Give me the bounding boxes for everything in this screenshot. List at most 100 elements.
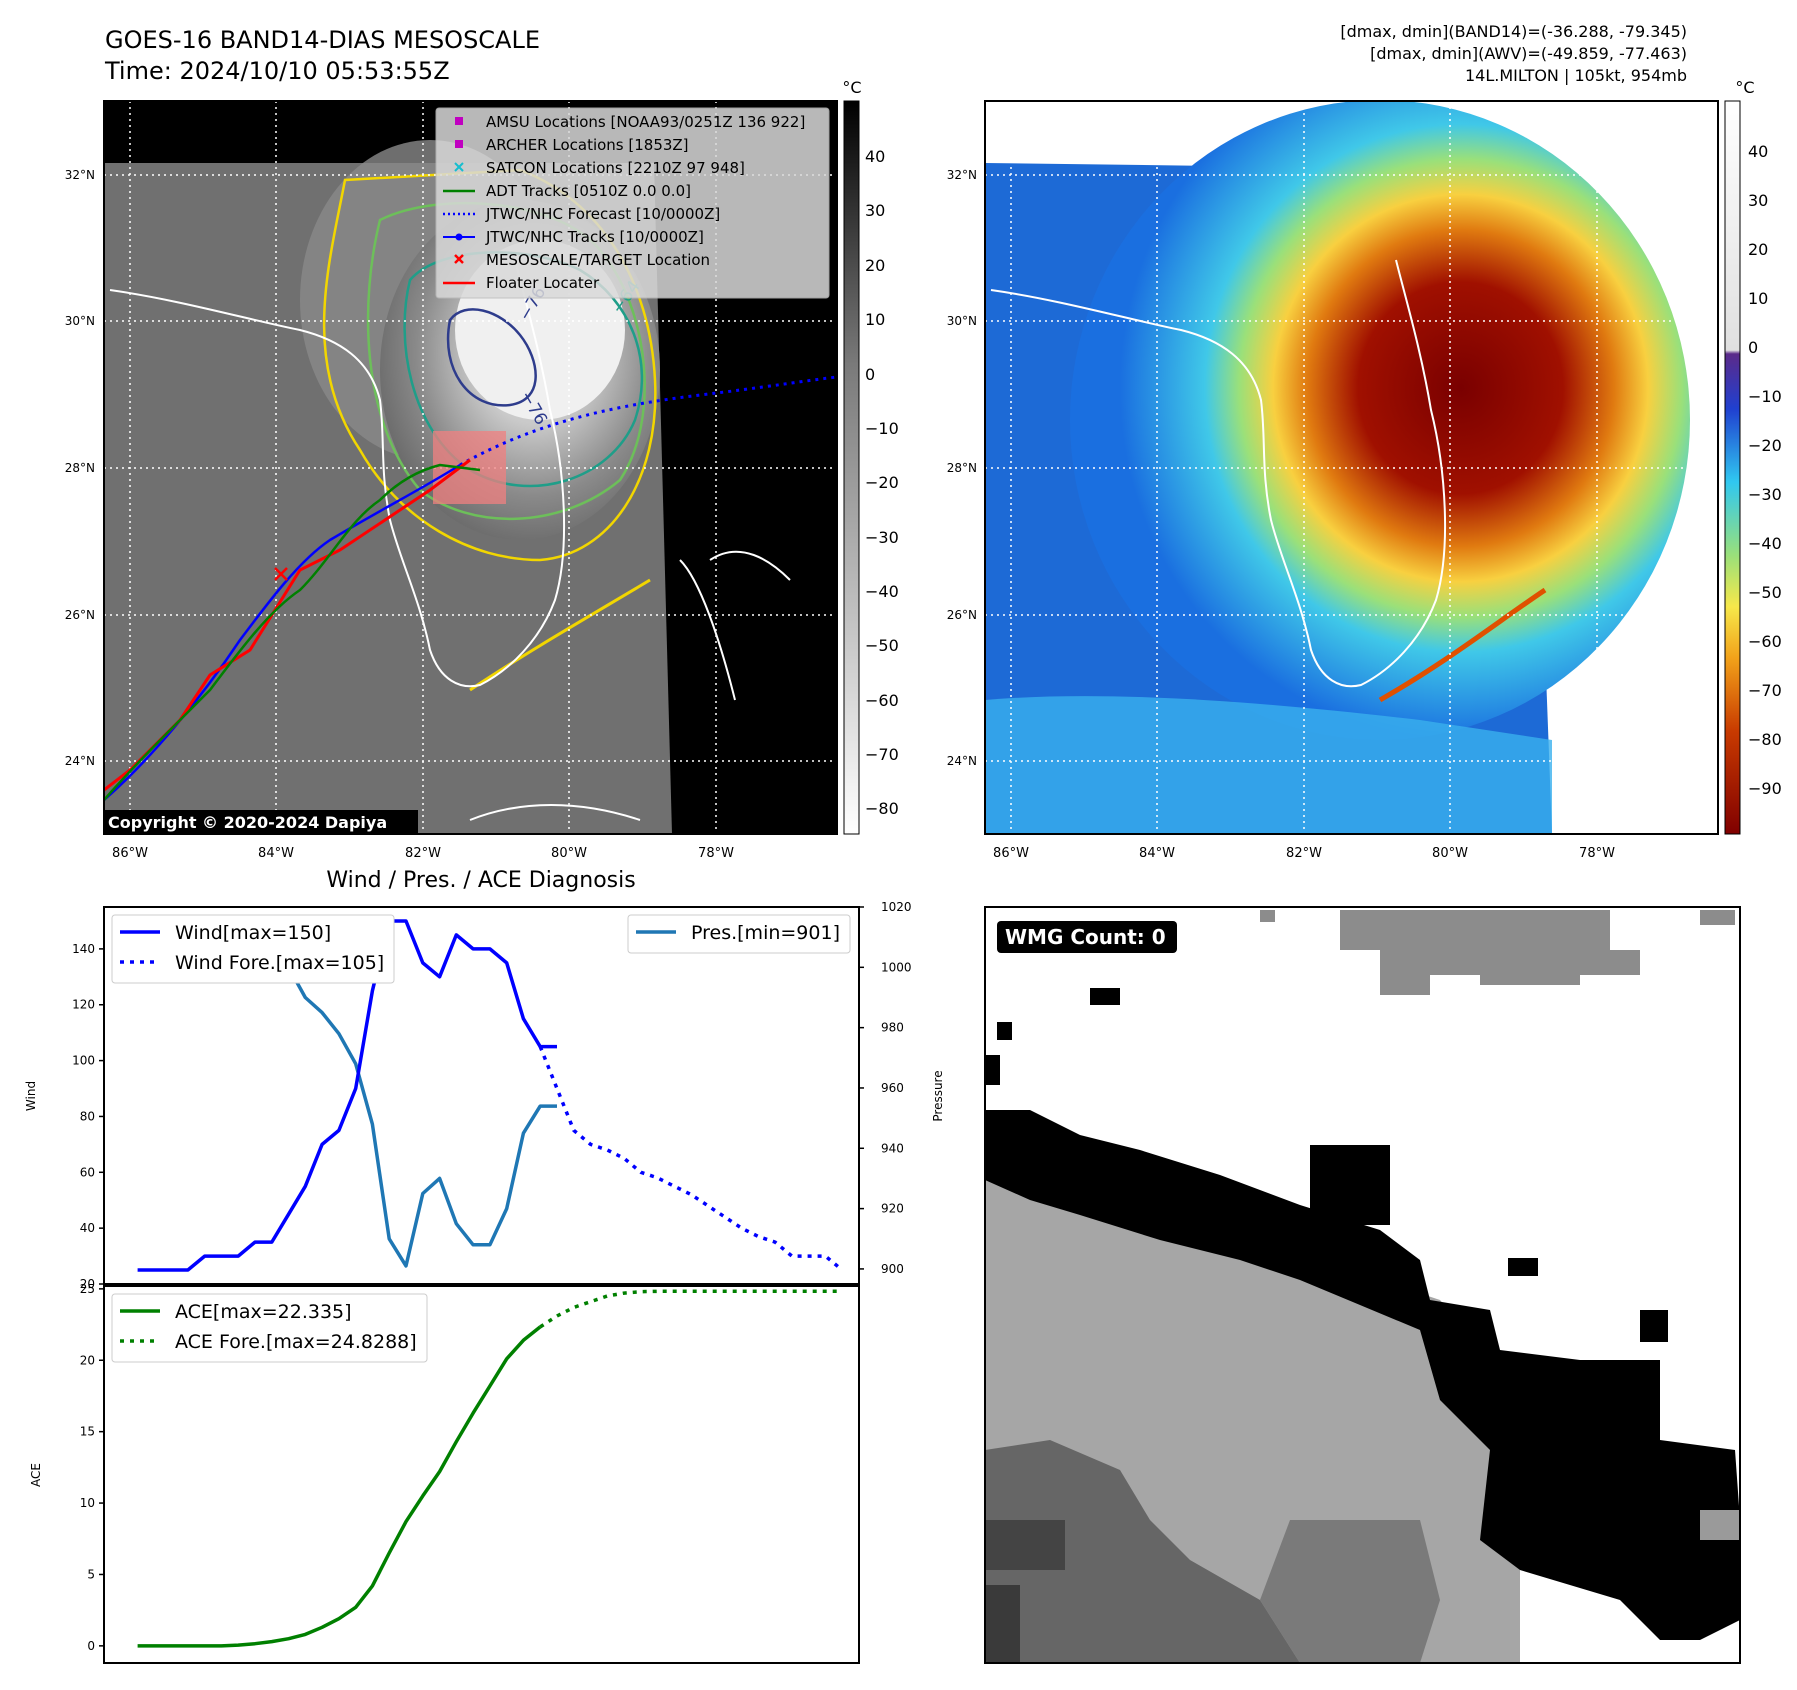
wind-legend-label: Wind[max=150]: [175, 922, 331, 944]
legend-archer: ARCHER Locations [1853Z]: [486, 136, 689, 154]
awv-cb-unit: °C: [1735, 78, 1754, 97]
pressure-legend-label: Pres.[min=901]: [691, 922, 840, 944]
band14-colorbar: [843, 100, 860, 835]
wind-axis-tick-label: 40: [80, 1221, 95, 1235]
target-x-icon: [454, 254, 464, 264]
lat-label-30-left: 30°N: [65, 314, 95, 328]
lon-label-84-right: 84°W: [1139, 846, 1175, 861]
band14-cb-tick-m70: −70: [865, 745, 899, 764]
ace-ylabel: ACE: [29, 1463, 43, 1487]
storm-info-text: 14L.MILTON | 105kt, 954mb: [1464, 66, 1687, 85]
lon-label-80-right: 80°W: [1432, 846, 1468, 861]
wmg-label-box: [997, 921, 1177, 953]
lon-label-86-right: 86°W: [993, 846, 1029, 861]
awv-map-panel: [985, 101, 1718, 834]
contour-label-2: −64: [608, 277, 645, 318]
legend-tracks: JTWC/NHC Tracks [10/0000Z]: [485, 228, 704, 246]
pressure-legend: Pres.[min=901]: [627, 914, 851, 954]
lat-label-26-right: 26°N: [947, 608, 977, 622]
awv-cb-tick-0: 0: [1748, 338, 1758, 357]
awv-coastline-florida: [990, 259, 1447, 688]
pressure-axis-tick-label: 920: [881, 1202, 904, 1216]
wmg-dark-gray-region: [985, 1440, 1300, 1663]
ace-axis-tick-label: 10: [80, 1496, 95, 1510]
pressure-axis-tick-label: 1000: [881, 960, 912, 974]
lat-label-24-left: 24°N: [65, 754, 95, 768]
contour-yellow-band: [469, 578, 651, 692]
band14-cb-tick-m10: −10: [865, 419, 899, 438]
contour-navy: [446, 308, 537, 407]
ace-axis-tick-label: 5: [87, 1567, 95, 1581]
coastline-florida: [109, 259, 566, 688]
awv-cb-tick-10: 10: [1748, 289, 1768, 308]
wind-axis-tick-label: 140: [72, 942, 95, 956]
awv-cb-tick-m40: −40: [1748, 534, 1782, 553]
awv-cb-tick-m30: −30: [1748, 485, 1782, 504]
lat-label-24-right: 24°N: [947, 754, 977, 768]
ace-legend-label: ACE[max=22.335]: [175, 1301, 352, 1323]
adt-track: [104, 463, 481, 801]
lon-label-86-left: 86°W: [112, 846, 148, 861]
awv-colorbar: [1724, 100, 1741, 835]
band14-cb-tick-m50: −50: [865, 636, 899, 655]
wind-pressure-chart: 20 40 60 80 100 120 140 900 920 940 960 980 1000 102…: [24, 900, 945, 1291]
figure-title: GOES-16 BAND14-DIAS MESOSCALE: [105, 26, 541, 54]
floater-track: [104, 458, 471, 792]
band14-cb-tick-m60: −60: [865, 691, 899, 710]
band14-cb-tick-10: 10: [865, 310, 885, 329]
dmax-awv-text: [dmax, dmin](AWV)=(-49.859, -77.463): [1370, 44, 1687, 63]
wmg-panel: [985, 907, 1740, 1663]
lon-label-80-left: 80°W: [551, 846, 587, 861]
wmg-gray-top: [1340, 910, 1640, 995]
ace-chart: 0 5 10 15 20 25 ACE: [29, 1282, 860, 1664]
pressure-axis-tick-label: 980: [881, 1021, 904, 1035]
lat-label-28-right: 28°N: [947, 461, 977, 475]
wind-axis-tick-label: 120: [72, 998, 95, 1012]
awv-cb-tick-m60: −60: [1748, 632, 1782, 651]
wind-legend: Wind[max=150] Wind Fore.[max=105]: [111, 914, 395, 984]
lon-label-78-left: 78°W: [698, 846, 734, 861]
awv-cb-tick-m50: −50: [1748, 583, 1782, 602]
lon-label-84-left: 84°W: [258, 846, 294, 861]
lat-label-32-right: 32°N: [947, 168, 977, 182]
map-legend: AMSU Locations [NOAA93/0251Z 136 922] AR…: [435, 107, 830, 299]
legend-satcon: SATCON Locations [2210Z 97 948]: [486, 159, 745, 177]
dmax-band14-text: [dmax, dmin](BAND14)=(-36.288, -79.345): [1340, 22, 1687, 41]
ace-axis-tick-label: 15: [80, 1425, 95, 1439]
band14-cb-tick-40: 40: [865, 147, 885, 166]
ace-legend: ACE[max=22.335] ACE Fore.[max=24.8288]: [111, 1293, 428, 1363]
jtwc-track: [104, 463, 461, 801]
awv-cb-tick-m20: −20: [1748, 436, 1782, 455]
lat-label-32-left: 32°N: [65, 168, 95, 182]
band14-image-swath: [104, 163, 672, 834]
awv-cb-tick-m80: −80: [1748, 730, 1782, 749]
pressure-axis-tick-label: 940: [881, 1141, 904, 1155]
legend-forecast: JTWC/NHC Forecast [10/0000Z]: [485, 205, 720, 223]
wind-ylabel: Wind: [24, 1081, 38, 1111]
lon-label-82-right: 82°W: [1286, 846, 1322, 861]
awv-cb-tick-m90: −90: [1748, 779, 1782, 798]
ace-fore-legend-label: ACE Fore.[max=24.8288]: [175, 1331, 417, 1353]
wind-fore-legend-label: Wind Fore.[max=105]: [175, 952, 384, 974]
figure-time: Time: 2024/10/10 05:53:55Z: [105, 57, 450, 85]
jtwc-forecast-track: [459, 375, 837, 467]
legend-floater: Floater Locater: [486, 274, 600, 292]
copyright-text: Copyright © 2020-2024 Dapiya: [108, 813, 387, 832]
pressure-axis-tick-label: 900: [881, 1262, 904, 1276]
coastline-cuba: [469, 804, 641, 821]
satcon-x-icon: [454, 162, 464, 172]
diagnosis-title: Wind / Pres. / ACE Diagnosis: [326, 868, 635, 893]
wind-series-line: [137, 919, 557, 1272]
wind-axis-tick-label: 20: [80, 1277, 95, 1291]
contour-label-1: −76: [515, 283, 550, 324]
mesoscale-target-marker: [274, 567, 288, 581]
contour-label-3: −76: [516, 388, 551, 429]
wmg-count-label: WMG Count: 0: [1005, 925, 1166, 949]
ace-axis-tick-label: 20: [80, 1353, 95, 1367]
band14-cb-tick-m30: −30: [865, 528, 899, 547]
awv-image-swath: [985, 163, 1552, 834]
band14-cb-tick-30: 30: [865, 201, 885, 220]
band14-cb-tick-20: 20: [865, 256, 885, 275]
tracks-dot-icon: [455, 233, 463, 241]
